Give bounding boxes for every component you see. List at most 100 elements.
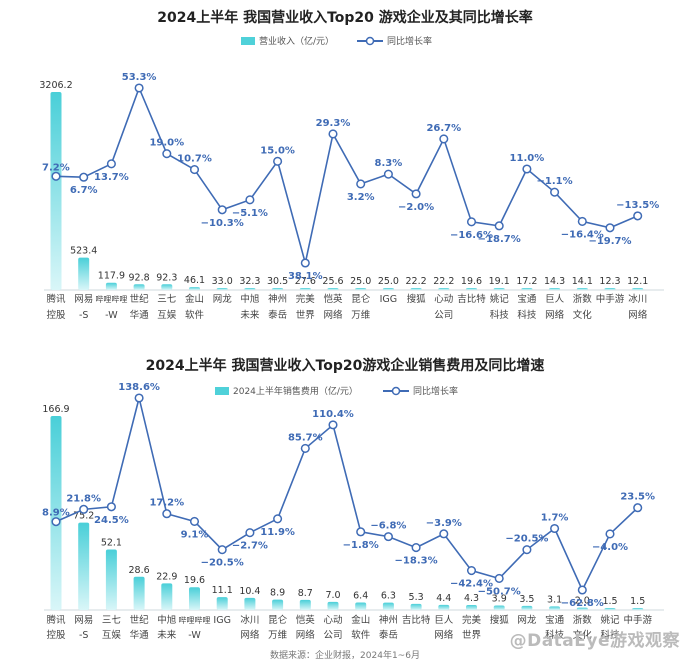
bar-value-label: 12.3 <box>599 276 620 287</box>
bar-value-label: 25.0 <box>378 276 399 287</box>
growth-rate-label: 7.2% <box>42 162 70 173</box>
growth-rate-point <box>79 504 89 514</box>
category-label: 泰岳 <box>379 629 398 641</box>
growth-rate-point <box>189 165 200 175</box>
category-label: -S <box>79 310 88 321</box>
bar <box>105 549 117 610</box>
growth-rate-point <box>134 393 144 403</box>
bar <box>189 287 200 290</box>
category-label: 网龙 <box>213 293 233 305</box>
growth-rate-label: −4.0% <box>592 542 628 553</box>
bar-value-label: 14.1 <box>572 276 593 287</box>
bar-value-label: 22.2 <box>433 276 454 287</box>
growth-rate-label: 9.1% <box>181 529 209 540</box>
category-label: 搜狐 <box>490 614 510 626</box>
category-label: 科技 <box>517 309 537 321</box>
growth-rate-point <box>466 217 477 227</box>
growth-rate-label: −6.8% <box>370 521 406 532</box>
bar <box>466 288 477 290</box>
category-label: 网络 <box>434 629 454 641</box>
growth-rate-label: 110.4% <box>312 409 354 420</box>
growth-rate-point <box>522 164 532 174</box>
growth-rate-point <box>356 179 366 189</box>
growth-rate-point <box>273 156 283 166</box>
growth-rate-label: −10.3% <box>201 218 244 229</box>
bar-value-label: 166.9 <box>42 404 69 415</box>
growth-rate-label: 17.2% <box>149 498 184 509</box>
category-label: 网络 <box>240 629 260 641</box>
bar <box>493 288 505 290</box>
growth-rate-point <box>633 503 643 513</box>
category-label: 恺英 <box>296 614 316 626</box>
growth-rate-label: −16.6% <box>450 230 493 241</box>
bar <box>382 602 394 610</box>
bar <box>632 608 644 610</box>
bar-value-label: 4.4 <box>436 593 451 604</box>
bar <box>355 602 367 610</box>
bar <box>244 597 256 610</box>
growth-rate-line <box>55 397 639 592</box>
growth-rate-line <box>55 85 639 264</box>
bar-value-label: 25.0 <box>350 276 371 287</box>
bar-value-label: 92.8 <box>129 272 150 283</box>
growth-rate-point <box>439 134 449 144</box>
growth-rate-label: 1.7% <box>541 513 569 524</box>
growth-rate-label: 138.6% <box>118 382 160 393</box>
bar-value-label: 3206.2 <box>39 80 72 91</box>
bar-value-label: 5.3 <box>409 592 424 603</box>
category-label: 未来 <box>157 629 177 641</box>
growth-rate-point <box>383 532 393 542</box>
growth-rate-point <box>522 545 532 555</box>
growth-rate-point <box>550 187 560 197</box>
bar <box>438 604 450 610</box>
bar-value-label: 1.5 <box>630 596 645 607</box>
category-label: 文化 <box>573 629 593 641</box>
category-label: 完美 <box>462 614 482 626</box>
growth-rate-point <box>577 216 587 227</box>
category-label: 哔哩哔哩 <box>95 295 127 304</box>
category-label: 世界 <box>296 309 316 321</box>
growth-rate-point <box>162 509 172 519</box>
bar-value-label: 523.4 <box>70 246 97 257</box>
growth-rate-label: 19.0% <box>149 138 184 149</box>
category-label: 腾讯 <box>46 293 66 305</box>
growth-rate-point <box>328 420 338 430</box>
bar-value-label: 3.9 <box>492 593 507 604</box>
category-label: 恺英 <box>323 293 343 305</box>
bar <box>216 287 228 290</box>
bar-value-label: 30.5 <box>267 276 288 287</box>
bar-value-label: 7.0 <box>325 590 340 601</box>
category-label: 未来 <box>240 309 260 321</box>
category-label: 世界 <box>462 629 482 641</box>
growth-rate-point <box>245 195 255 205</box>
growth-rate-point <box>134 83 144 93</box>
growth-rate-point <box>273 514 283 524</box>
growth-rate-label: −50.7% <box>478 586 521 597</box>
bar-value-label: 27.6 <box>295 276 316 287</box>
bar-value-label: 22.2 <box>406 276 427 287</box>
category-label: 心动 <box>434 294 453 305</box>
legend-line-label: 同比增长率 <box>413 385 458 397</box>
category-label: 网龙 <box>517 614 537 626</box>
growth-rate-point <box>577 585 587 595</box>
bar <box>189 587 200 610</box>
bar-value-label: 28.6 <box>129 565 150 576</box>
growth-rate-label: 11.0% <box>510 153 545 164</box>
bar <box>161 284 173 290</box>
bar-value-label: 22.9 <box>156 571 177 582</box>
bar-value-label: 32.3 <box>239 276 260 287</box>
category-label: 吉比特 <box>402 614 431 626</box>
growth-rate-point <box>300 258 310 268</box>
bar <box>382 288 394 290</box>
category-label: 心动 <box>323 615 342 626</box>
growth-rate-label: 23.5% <box>620 492 655 503</box>
category-label: 泰岳 <box>268 309 287 321</box>
category-label: 搜狐 <box>407 293 427 305</box>
growth-rate-point <box>189 516 200 527</box>
category-label: -S <box>79 630 88 641</box>
bar-value-label: 2.0 <box>575 596 590 607</box>
bar-value-label: 4.3 <box>464 593 479 604</box>
category-label: 三七 <box>157 294 177 305</box>
category-label: IGG <box>380 294 398 305</box>
